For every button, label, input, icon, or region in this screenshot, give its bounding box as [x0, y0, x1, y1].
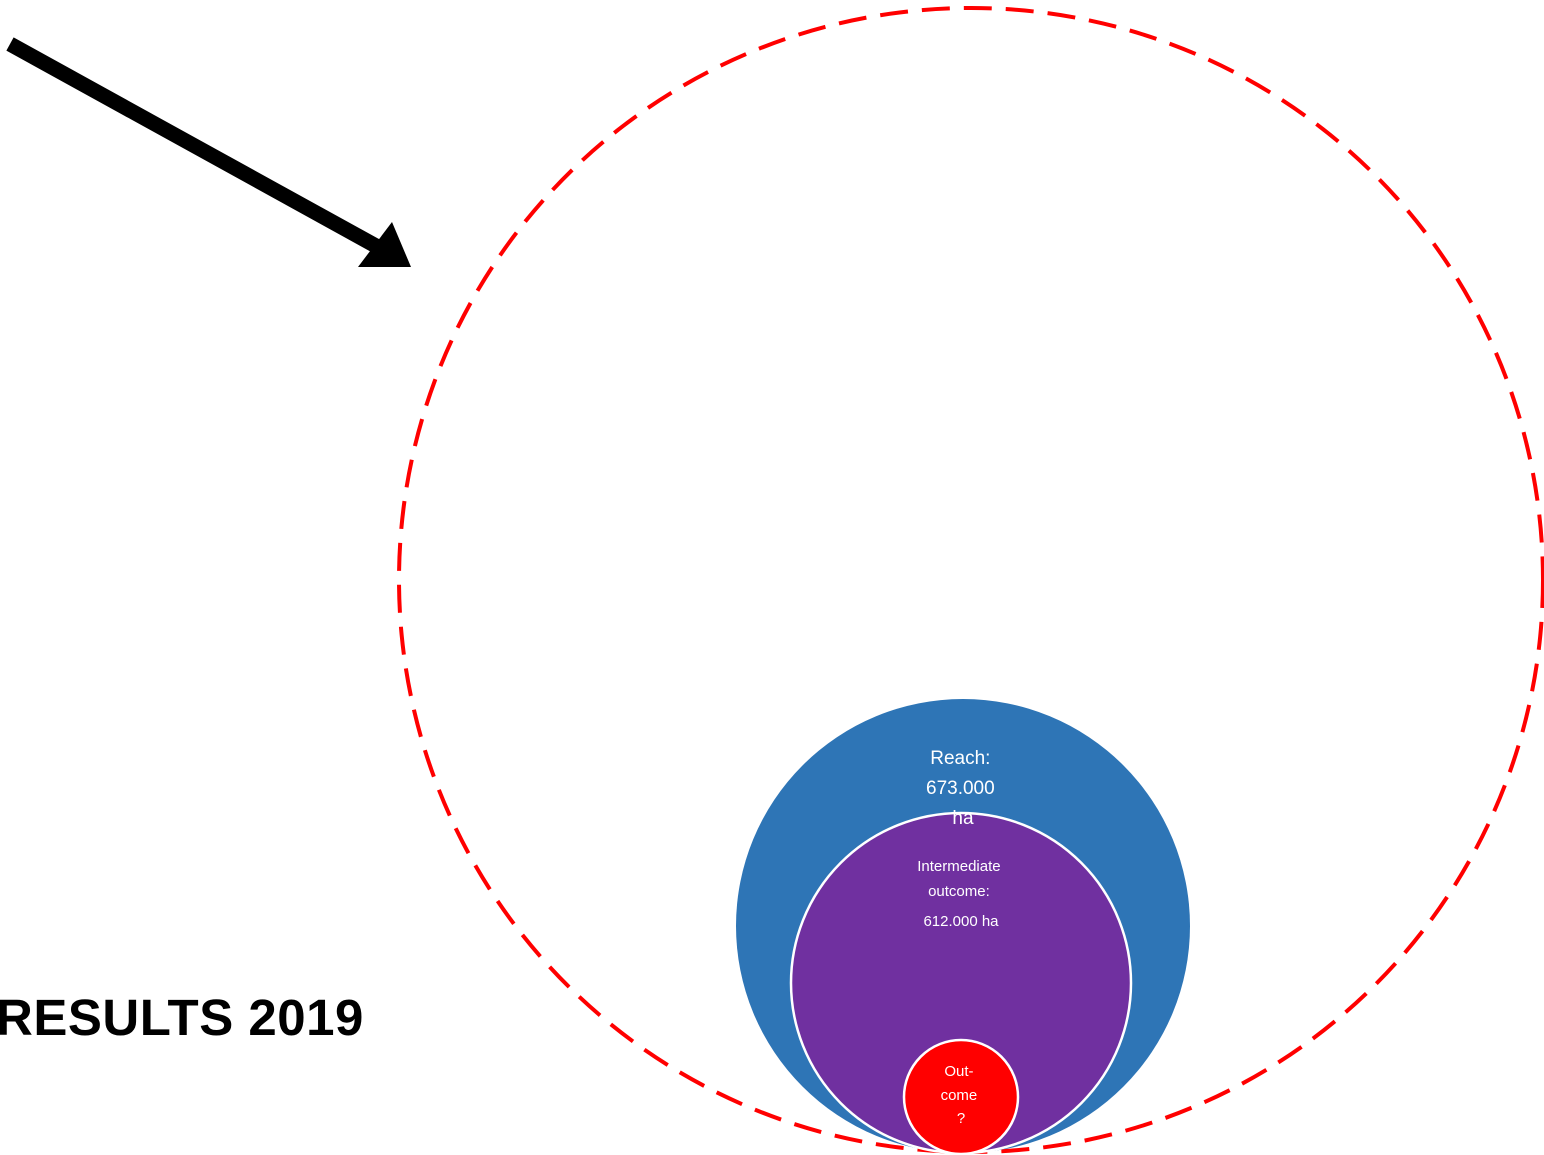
reach-label-line-2: 673.000 [926, 778, 995, 799]
outcome-label-line-3: ? [957, 1110, 965, 1127]
outcome-label-line-1: Out- [944, 1063, 973, 1080]
reach-label: Reach: 673.000 ha [926, 748, 1000, 829]
intermediate-label-line-2: outcome: [928, 883, 990, 900]
pointer-arrow [6, 37, 411, 267]
outcome-circle [902, 1038, 1020, 1155]
outcome-label-line-2: come [941, 1087, 978, 1104]
intermediate-outcome-label: Intermediate outcome: 612.000 ha [917, 858, 1005, 930]
arrow-shaft [6, 37, 380, 253]
results-title: RESULTS 2019 [0, 989, 364, 1046]
intermediate-label-line-3: 612.000 ha [923, 913, 999, 930]
intermediate-label-line-1: Intermediate [917, 858, 1000, 875]
outcome-label: Out- come ? [941, 1063, 982, 1127]
arrow-head [358, 222, 411, 267]
reach-label-line-3: ha [952, 808, 974, 829]
reach-label-line-1: Reach: [930, 748, 990, 769]
